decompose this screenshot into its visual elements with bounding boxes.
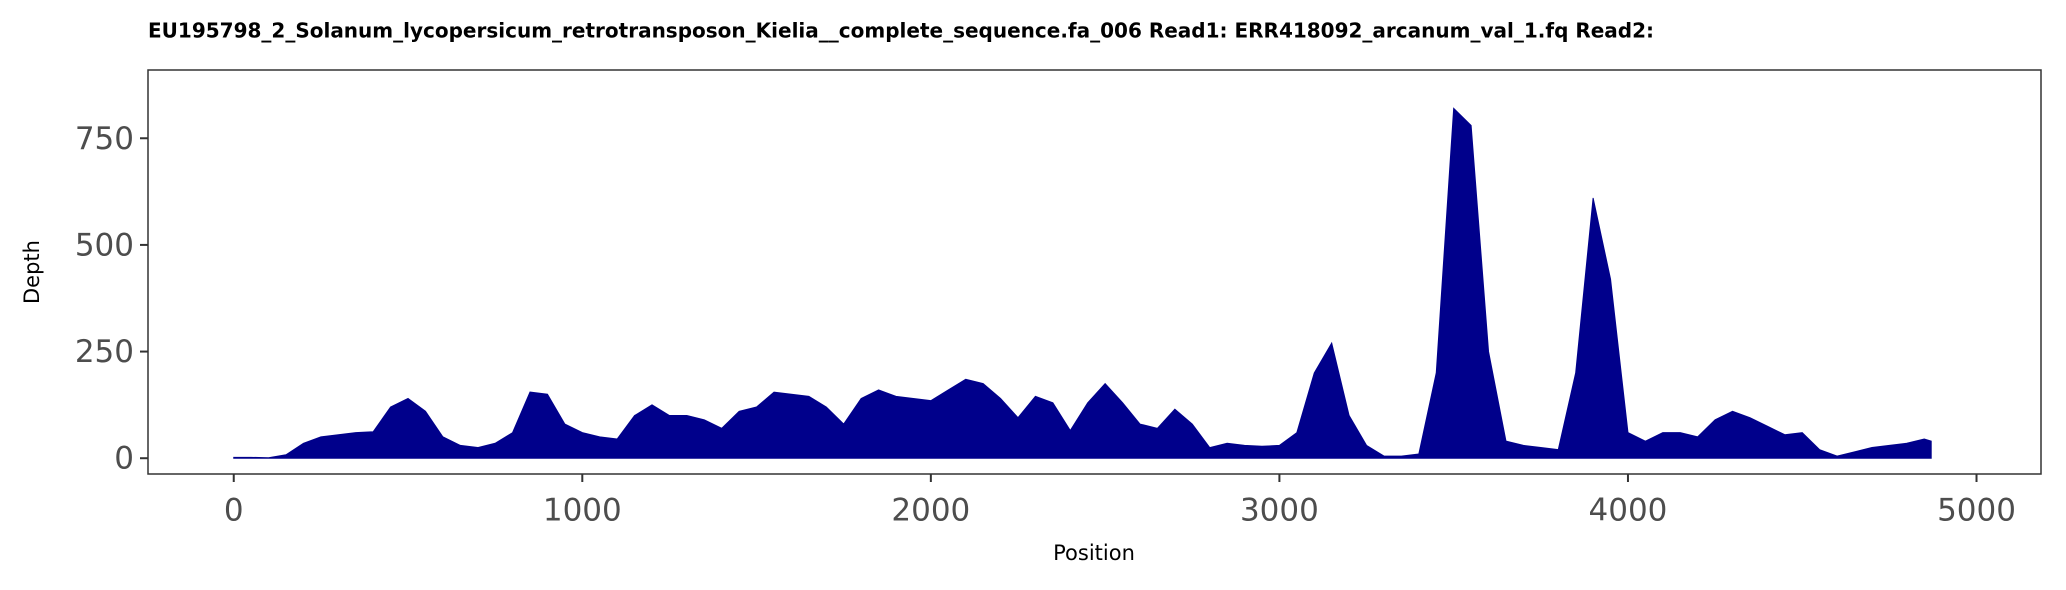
- chart-title: EU195798_2_Solanum_lycopersicum_retrotra…: [148, 19, 1654, 43]
- plot-frame: [147, 69, 2042, 475]
- x-tick-label: 2000: [891, 493, 970, 529]
- x-tick-label: 0: [224, 493, 244, 529]
- y-tick-label: 500: [75, 227, 134, 263]
- area: [233, 107, 1932, 459]
- x-tick-label: 4000: [1589, 493, 1668, 529]
- x-axis-label: Position: [1053, 541, 1135, 565]
- x-tick-label: 1000: [543, 493, 622, 529]
- y-tick-label: 0: [114, 441, 134, 477]
- x-tick-label: 5000: [1937, 493, 2016, 529]
- y-axis-label: Depth: [20, 240, 44, 304]
- x-tick-label: 3000: [1240, 493, 1319, 529]
- y-tick-label: 750: [75, 121, 134, 157]
- y-tick-label: 250: [75, 334, 134, 370]
